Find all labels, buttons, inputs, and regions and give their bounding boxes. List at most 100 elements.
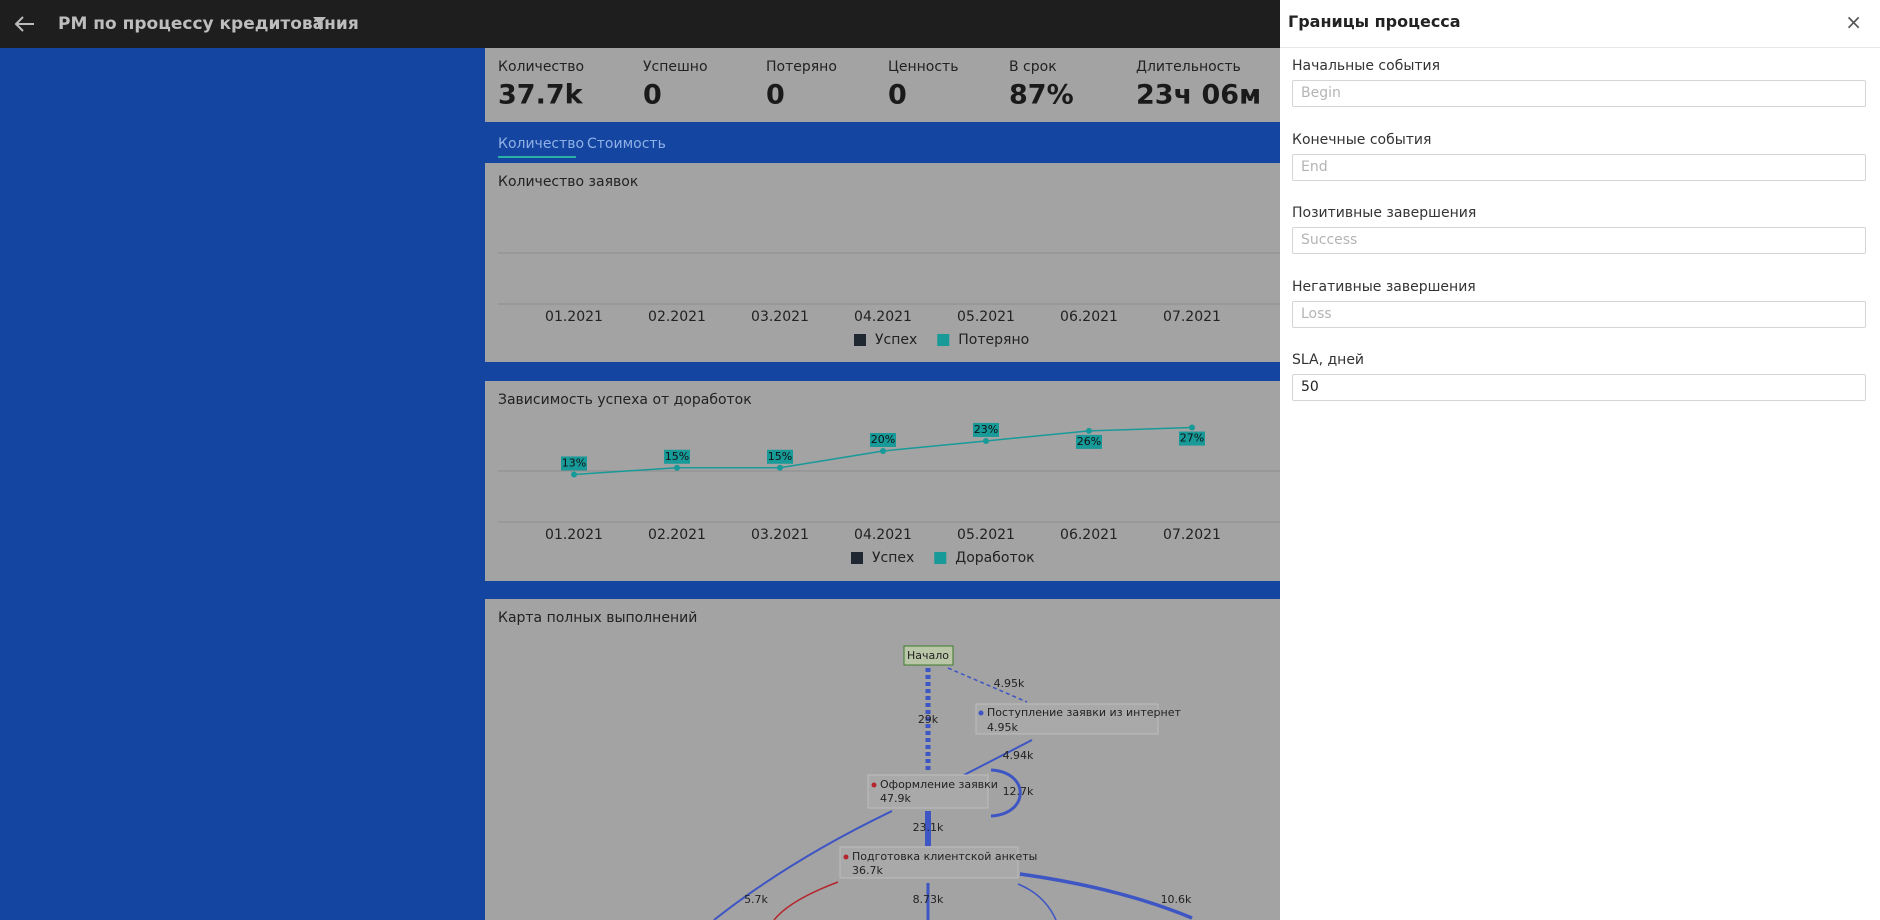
x-tick-label: 05.2021 xyxy=(957,527,1015,543)
value-label: 15% xyxy=(665,450,689,463)
x-tick-label: 06.2021 xyxy=(1060,309,1118,325)
legend-label: Доработок xyxy=(955,550,1034,566)
edge-label: 23.1k xyxy=(913,821,944,834)
edge-label: 10.6k xyxy=(1161,893,1192,906)
point xyxy=(983,437,989,444)
point xyxy=(674,464,680,471)
value-label-box xyxy=(664,449,690,464)
legend-label: Успех xyxy=(872,550,914,566)
side-panel: Границы процесса × Начальные события Begi… xyxy=(1280,0,1880,920)
legend-label: Успех xyxy=(875,332,917,348)
chart-title: Зависимость успеха от доработок xyxy=(498,392,752,408)
chart-panel xyxy=(485,381,1280,581)
legend-label: Потеряно xyxy=(958,332,1029,348)
node[interactable] xyxy=(867,774,989,809)
value-label-box xyxy=(561,456,587,471)
node[interactable] xyxy=(903,645,954,666)
tab-underline xyxy=(498,156,576,158)
node-dot xyxy=(871,782,877,788)
kpi-label: Успешно xyxy=(643,59,708,75)
tab[interactable]: Количество xyxy=(498,136,584,152)
x-tick-label: 01.2021 xyxy=(545,309,603,325)
edge xyxy=(947,667,1028,703)
x-tick-label: 02.2021 xyxy=(648,309,706,325)
edge xyxy=(1019,872,1193,920)
node-label: Поступление заявки из интернет xyxy=(987,706,1181,719)
legend-swatch xyxy=(851,552,863,564)
kpi-value: 0 xyxy=(643,80,662,111)
placeholder: Begin xyxy=(1301,85,1341,101)
input-value: 50 xyxy=(1301,379,1319,395)
legend-swatch xyxy=(934,552,947,564)
kpi-label: Ценность xyxy=(888,59,958,75)
kpi-label: В срок xyxy=(1009,59,1057,75)
node-count: 4.95k xyxy=(987,721,1018,734)
x-tick-label: 02.2021 xyxy=(648,527,706,543)
value-label: 27% xyxy=(1180,432,1204,445)
value-label-box xyxy=(870,433,896,447)
kpi-label: Потеряно xyxy=(766,59,837,75)
node-dot xyxy=(978,710,984,716)
text-input[interactable]: Loss xyxy=(1292,300,1866,328)
x-tick-label: 03.2021 xyxy=(751,527,809,543)
edge-label: 12.7k xyxy=(1003,785,1034,798)
text-input[interactable]: Begin xyxy=(1292,80,1866,107)
edge-label: 5.7k xyxy=(744,893,768,906)
field-label: Негативные завершения xyxy=(1292,278,1476,295)
value-label: 13% xyxy=(562,456,586,469)
point xyxy=(571,471,577,478)
map-title: Карта полных выполнений xyxy=(498,610,697,626)
edge xyxy=(773,881,839,920)
node[interactable] xyxy=(839,846,1019,879)
value-label-box xyxy=(1076,434,1102,449)
x-tick-label: 04.2021 xyxy=(854,527,912,543)
edge xyxy=(1017,883,1057,920)
value-label: 26% xyxy=(1077,435,1101,448)
panel-title: Границы процесса xyxy=(1288,12,1461,31)
process-map: Начало Поступление заявки из интернет 4.… xyxy=(713,645,1193,920)
value-label-box xyxy=(767,449,793,464)
filter-button[interactable] xyxy=(313,17,326,30)
edge xyxy=(713,810,893,920)
node-label: Подготовка клиентской анкеты xyxy=(852,850,1037,863)
point xyxy=(1086,427,1092,434)
placeholder: End xyxy=(1301,158,1328,175)
point xyxy=(777,464,783,471)
text-input[interactable]: End xyxy=(1292,153,1866,181)
app-title: PM по процессу кредитования xyxy=(58,14,359,34)
value-label-box xyxy=(1179,431,1205,446)
chart-title: Количество заявок xyxy=(498,174,638,190)
x-tick-label: 03.2021 xyxy=(751,309,809,325)
node-label: Начало xyxy=(907,649,949,662)
field-label: Конечные события xyxy=(1292,131,1432,148)
tab[interactable]: Стоимость xyxy=(587,136,666,152)
point xyxy=(880,448,886,454)
x-tick-label: 05.2021 xyxy=(957,309,1015,325)
back-button[interactable] xyxy=(14,16,34,32)
node-count: 47.9k xyxy=(880,792,911,805)
legend-swatch xyxy=(937,334,950,346)
node-dot xyxy=(843,854,849,860)
text-input[interactable]: 50 xyxy=(1292,374,1866,401)
kpi-value: 0 xyxy=(888,80,907,111)
kpi-label: Длительность xyxy=(1136,59,1241,75)
legend-swatch xyxy=(854,334,866,346)
kpi-strip xyxy=(485,48,1280,122)
field-label: Позитивные завершения xyxy=(1292,205,1477,221)
text-input[interactable]: Success xyxy=(1292,227,1866,254)
kpi-value: 87% xyxy=(1009,80,1074,111)
node[interactable] xyxy=(975,703,1159,735)
edge-label: 8.73k xyxy=(913,893,944,906)
value-label-box xyxy=(973,422,999,437)
value-label: 15% xyxy=(768,450,792,463)
value-label: 23% xyxy=(974,423,998,436)
placeholder: Loss xyxy=(1301,305,1332,322)
kpi-label: Количество xyxy=(498,59,584,75)
x-tick-label: 07.2021 xyxy=(1163,527,1221,543)
edge-label: 4.95k xyxy=(994,677,1025,690)
close-button[interactable]: × xyxy=(1845,10,1862,34)
kpi-value: 23ч 06м xyxy=(1136,80,1261,111)
node-count: 36.7k xyxy=(852,864,883,877)
edge xyxy=(963,739,1033,776)
